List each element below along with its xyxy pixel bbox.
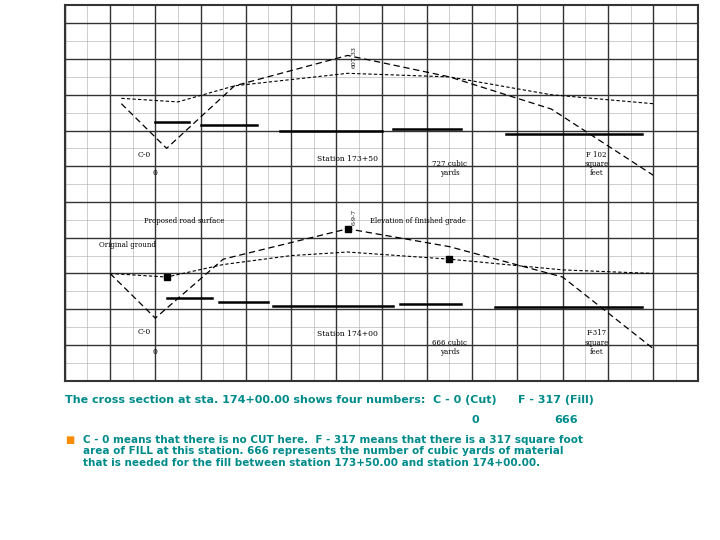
Text: F - 317 (Fill): F - 317 (Fill) bbox=[518, 395, 594, 406]
Text: The cross section at sta. 174+00.00 shows four numbers:  C - 0 (Cut): The cross section at sta. 174+00.00 show… bbox=[65, 395, 496, 406]
Text: Station 174+00: Station 174+00 bbox=[318, 330, 378, 338]
Text: 727 cubic
yards: 727 cubic yards bbox=[432, 160, 467, 177]
Text: 0: 0 bbox=[153, 348, 158, 356]
Text: C - 0 means that there is no CUT here.  F - 317 means that there is a 317 square: C - 0 means that there is no CUT here. F… bbox=[83, 435, 582, 468]
Text: 666: 666 bbox=[554, 415, 578, 425]
Text: C-0: C-0 bbox=[138, 328, 150, 336]
Text: 0: 0 bbox=[153, 169, 158, 177]
Text: 607.33: 607.33 bbox=[352, 46, 357, 68]
Text: Station 173+50: Station 173+50 bbox=[317, 155, 378, 163]
Text: C-0: C-0 bbox=[138, 151, 150, 159]
Text: 6-9-7: 6-9-7 bbox=[352, 209, 357, 225]
Text: F 102
square
feet: F 102 square feet bbox=[585, 151, 608, 177]
Text: Original ground: Original ground bbox=[99, 241, 156, 248]
Text: Elevation of finished grade: Elevation of finished grade bbox=[370, 218, 466, 225]
Text: 666 cubic
yards: 666 cubic yards bbox=[432, 339, 467, 356]
Text: F-317
square
feet: F-317 square feet bbox=[585, 329, 608, 356]
Text: ■: ■ bbox=[65, 435, 74, 445]
Text: 0: 0 bbox=[472, 415, 480, 425]
Text: Proposed road surface: Proposed road surface bbox=[144, 218, 225, 225]
